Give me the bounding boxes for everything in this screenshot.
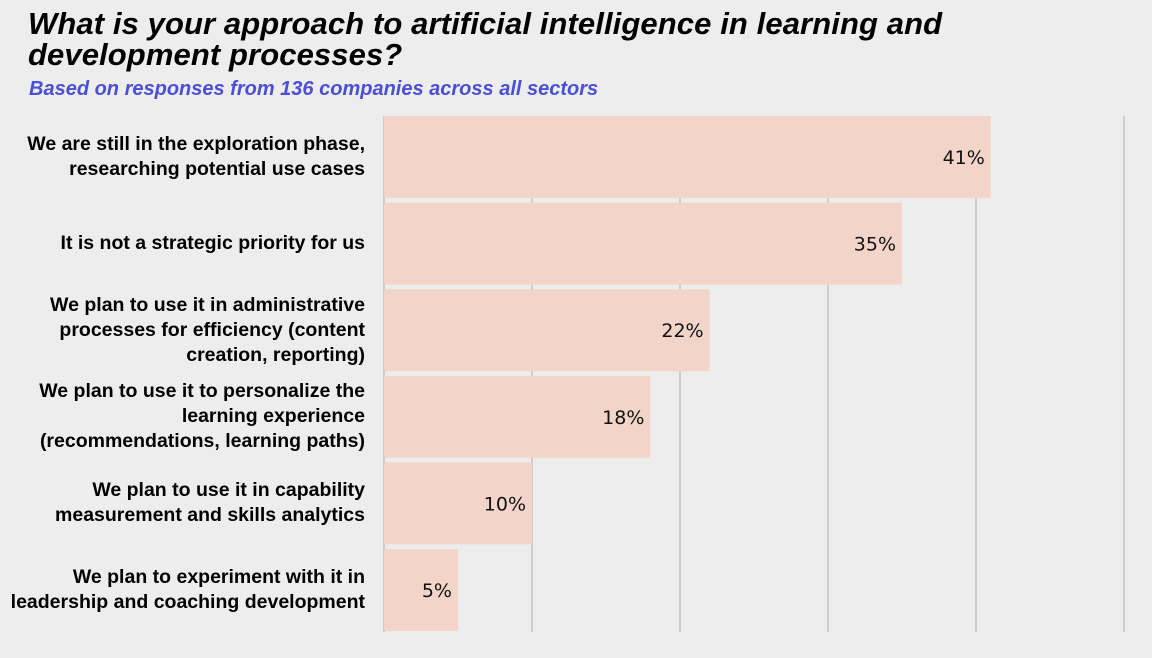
category-label-text: We are still in the exploration phase, r…: [27, 133, 365, 180]
category-label-5: We plan to use it in capability measurem…: [4, 462, 365, 544]
category-label-text: We plan to use it in capability measurem…: [55, 479, 365, 527]
category-label-text: We plan to experiment with it in leaders…: [10, 566, 365, 613]
category-label-4: We plan to use it to personalize the lea…: [4, 376, 365, 458]
category-label-2: It is not a strategic priority for us: [4, 203, 365, 285]
category-label-3: We plan to use it in administrative proc…: [4, 289, 365, 371]
category-label-1: We are still in the exploration phase, r…: [4, 116, 365, 198]
bar-1: [384, 116, 991, 198]
bar-2: [384, 202, 902, 285]
value-label-6: 5%: [422, 580, 452, 602]
value-label-1: 41%: [943, 147, 985, 169]
category-label-text: We plan to use it to personalize the lea…: [39, 380, 365, 453]
value-label-5: 10%: [484, 493, 526, 515]
value-label-3: 22%: [661, 320, 703, 342]
chart-subtitle: Based on responses from 136 companies ac…: [29, 78, 599, 100]
bar-3: [384, 289, 710, 372]
value-label-4: 18%: [602, 407, 644, 429]
chart-title: What is your approach to artificial inte…: [28, 6, 943, 72]
value-label-2: 35%: [854, 234, 896, 256]
category-label-text: We plan to use it in administrative proc…: [50, 293, 365, 366]
bar-5: [384, 462, 532, 545]
bar-4: [384, 375, 651, 458]
category-label-6: We plan to experiment with it in leaders…: [4, 549, 365, 631]
bar-6: [384, 549, 458, 631]
category-label-text: It is not a strategic priority for us: [60, 232, 365, 255]
